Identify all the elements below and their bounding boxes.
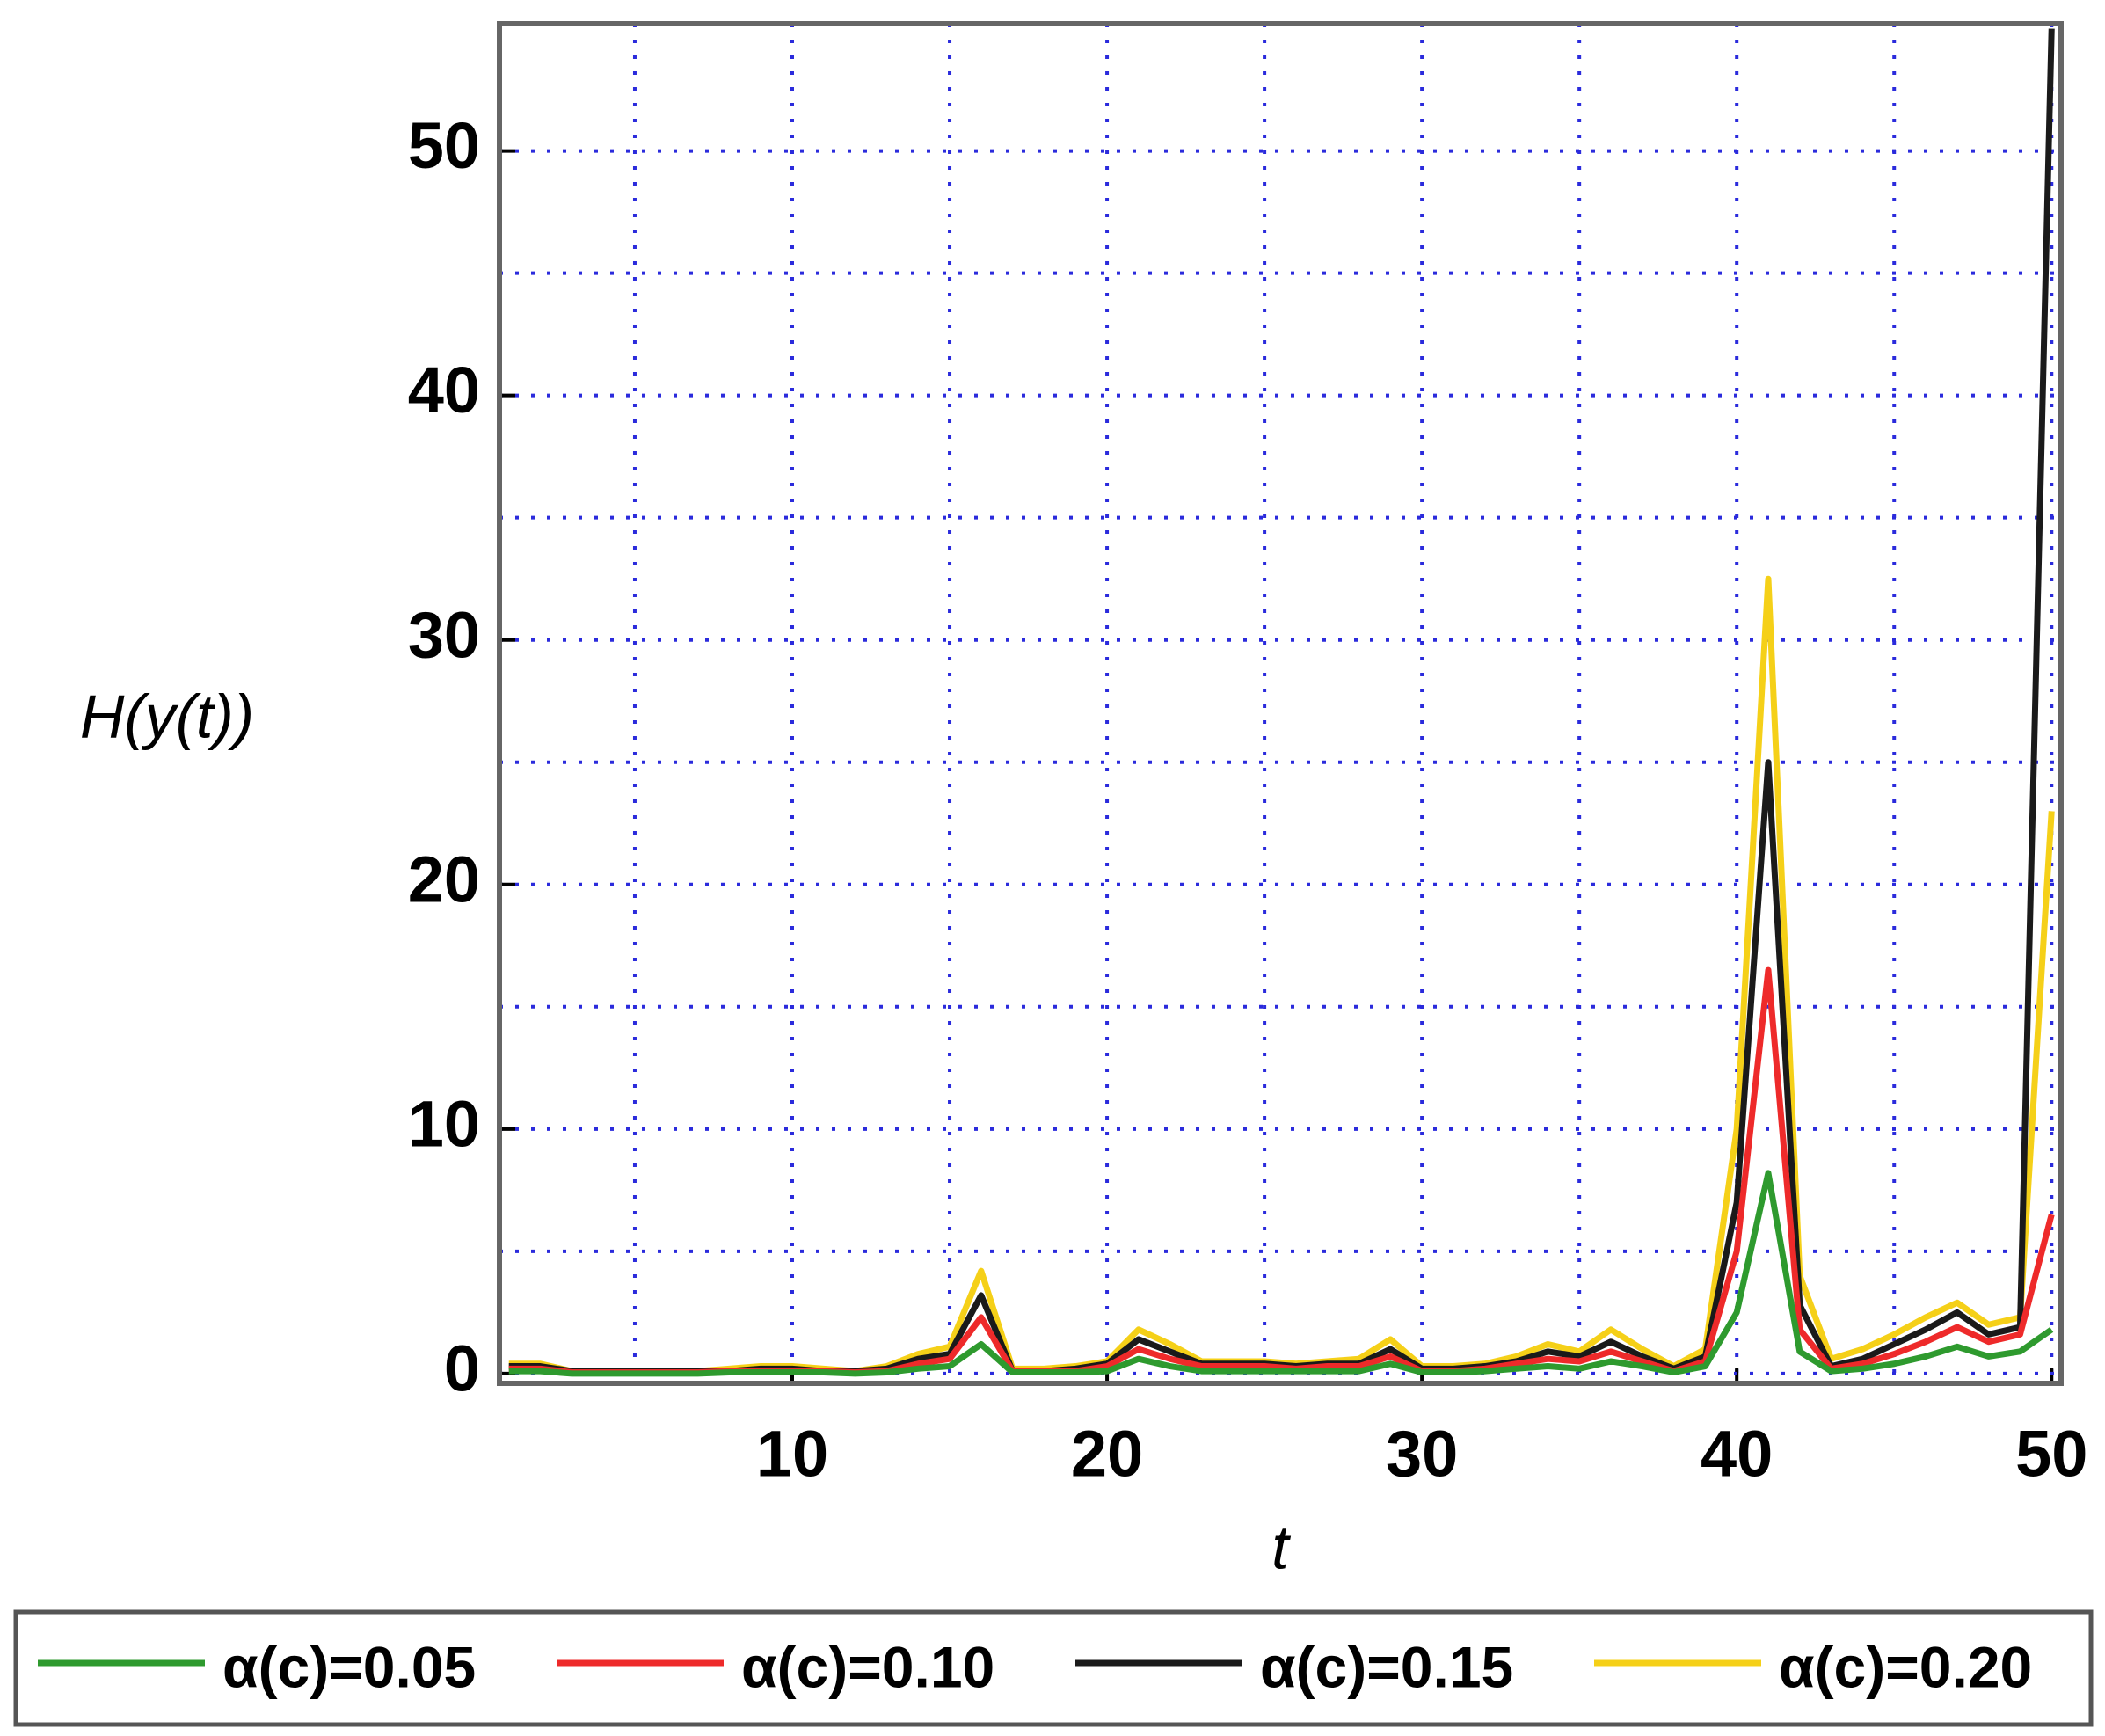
legend-label: α(c)=0.15 xyxy=(1260,1634,1513,1699)
y-tick-label: 0 xyxy=(444,1331,480,1404)
x-tick-label: 50 xyxy=(2015,1418,2087,1491)
x-tick-label: 40 xyxy=(1701,1418,1773,1491)
y-tick-label: 10 xyxy=(408,1087,480,1160)
legend-label: α(c)=0.20 xyxy=(1779,1634,2032,1699)
y-axis-label: H(y(t)) xyxy=(80,682,254,750)
x-tick-label: 20 xyxy=(1071,1418,1143,1491)
series-line xyxy=(508,966,2055,1375)
series-line xyxy=(508,28,2055,1375)
x-axis-label: t xyxy=(1271,1513,1291,1581)
x-tick-label: 30 xyxy=(1386,1418,1458,1491)
legend-label: α(c)=0.05 xyxy=(222,1634,476,1699)
y-tick-label: 50 xyxy=(408,109,480,182)
legend-label: α(c)=0.10 xyxy=(741,1634,994,1699)
x-tick-label: 10 xyxy=(756,1418,828,1491)
y-tick-label: 40 xyxy=(408,354,480,427)
plot-frame xyxy=(497,21,2064,1386)
y-tick-label: 20 xyxy=(408,842,480,915)
series-line xyxy=(508,1170,2054,1377)
y-tick-label: 30 xyxy=(408,598,480,671)
legend-box xyxy=(13,1609,2094,1727)
